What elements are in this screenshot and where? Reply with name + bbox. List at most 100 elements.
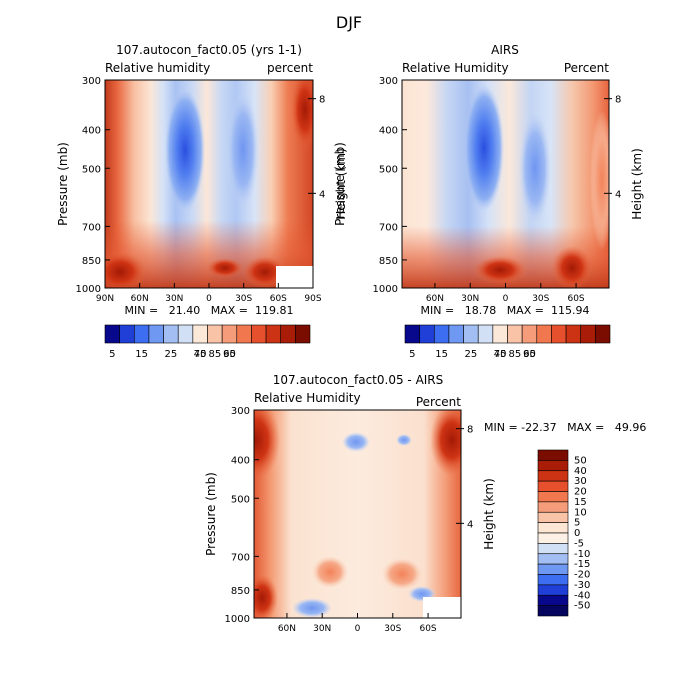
colorbar-swatch	[565, 324, 582, 344]
colorbar-swatch	[537, 470, 569, 482]
colorbar-swatch	[537, 574, 569, 586]
colorbar-label: 85	[208, 349, 221, 360]
panel-diff-y-ticks: 300 400 500 700 850 1000	[225, 406, 259, 625]
y2-tick-label: 4	[319, 189, 325, 200]
colorbar-swatch	[537, 584, 569, 596]
y-tick-label: 400	[379, 126, 398, 137]
colorbar-swatch	[236, 324, 252, 344]
colorbar-swatch	[477, 324, 494, 344]
x-tick-label: 30N	[461, 294, 479, 304]
colorbar-label: 20	[574, 487, 587, 498]
panel-model-x-ticks: 90N 60N 30N 0 30S 60S 90S	[96, 283, 322, 304]
colorbar-label: 5	[409, 349, 415, 360]
colorbar-swatch	[537, 491, 569, 503]
x-tick-label: 60S	[567, 294, 584, 304]
colorbar-label: 95	[523, 349, 536, 360]
x-tick-label: 60N	[131, 294, 149, 304]
panel-diff-field	[254, 410, 461, 618]
x-tick-label: 30S	[532, 294, 549, 304]
panel-model-y-ticks: 300 400 500 700 850 1000	[76, 76, 110, 295]
x-tick-label: 30N	[313, 624, 331, 634]
y-tick-label: 400	[231, 456, 250, 467]
y-tick-label: 700	[82, 222, 101, 233]
colorbar-label: 5	[574, 518, 580, 529]
panel-diff-stats: MIN = -22.37 MAX = 49.96	[484, 421, 646, 434]
colorbar-swatch	[280, 324, 296, 344]
colorbar-label: 40	[194, 349, 207, 360]
x-tick-label: 0	[503, 294, 509, 304]
panel-airs-x-ticks: 60N 30N 0 30S 60S	[426, 283, 585, 304]
colorbar-swatch	[537, 522, 569, 534]
y-tick-label: 1000	[373, 284, 398, 295]
colorbar-swatch	[537, 563, 569, 575]
panel-diff-title: 107.autocon_fact0.05 - AIRS	[273, 373, 444, 387]
y-tick-label: 500	[82, 164, 101, 175]
colorbar-swatch	[537, 594, 569, 606]
x-tick-label: 30S	[384, 624, 401, 634]
panel-diff-subtitle-left: Relative Humidity	[254, 391, 361, 405]
colorbar-label: -20	[574, 570, 590, 581]
colorbar-swatch	[537, 501, 569, 513]
y-tick-label: 500	[231, 494, 250, 505]
y-tick-label: 1000	[76, 284, 101, 295]
panel-airs-subtitle-left: Relative Humidity	[402, 61, 509, 75]
colorbar-swatch	[537, 553, 569, 565]
panel-model-title: 107.autocon_fact0.05 (yrs 1-1)	[116, 43, 302, 57]
panel-model-y2-ticks: 84	[308, 95, 325, 200]
y-tick-label: 700	[231, 552, 250, 563]
colorbar-swatch	[448, 324, 464, 344]
x-tick-label: 30S	[235, 294, 252, 304]
colorbar-swatch	[104, 324, 120, 344]
colorbar-label: 75	[194, 349, 207, 360]
colorbar-swatch	[507, 324, 523, 344]
colorbar-swatch	[537, 480, 569, 492]
colorbar-swatch	[221, 324, 238, 344]
x-tick-label: 90S	[304, 294, 321, 304]
colorbar-swatch	[537, 449, 569, 461]
panel-airs-field	[402, 80, 609, 288]
panel-diff-y2-ticks: 84	[456, 425, 473, 530]
x-tick-label: 60N	[278, 624, 296, 634]
colorbar-swatch	[207, 324, 223, 344]
colorbar-label: -30	[574, 580, 590, 591]
colorbar-label: 40	[494, 349, 507, 360]
colorbar-label: -10	[574, 549, 590, 560]
y-tick-label: 850	[82, 256, 101, 267]
colorbar-swatch	[492, 324, 508, 344]
colorbar-swatch	[537, 543, 569, 555]
colorbar-label: 15	[135, 349, 148, 360]
x-tick-label: 60S	[270, 294, 287, 304]
colorbar-swatch	[537, 511, 569, 523]
y2-tick-label: 4	[467, 519, 473, 530]
y-tick-label: 1000	[225, 614, 250, 625]
figure-title: DJF	[336, 13, 362, 32]
colorbar-swatch	[536, 324, 552, 344]
colorbar-label: 0	[574, 528, 580, 539]
colorbar-swatch	[433, 324, 450, 344]
colorbar-swatch	[404, 324, 420, 344]
y-tick-label: 700	[379, 222, 398, 233]
panel-model-subtitle-right: percent	[267, 61, 313, 75]
colorbar-swatch	[295, 324, 311, 344]
colorbar-swatch	[537, 605, 569, 617]
x-tick-label: 60S	[419, 624, 436, 634]
panel-airs-y2-ticks: 84	[604, 95, 621, 200]
y-tick-label: 850	[379, 256, 398, 267]
x-tick-label: 90N	[96, 294, 114, 304]
colorbar-swatch	[251, 324, 267, 344]
colorbar-label: 75	[494, 349, 507, 360]
panel-model-colorbar: 5 15 25 40 60 75 85 95	[104, 324, 311, 360]
colorbar-swatch	[419, 324, 435, 344]
y-tick-label: 300	[231, 406, 250, 417]
y-tick-label: 850	[231, 586, 250, 597]
colorbar-swatch	[265, 324, 282, 344]
y2-tick-label: 4	[615, 189, 621, 200]
colorbar-label: 40	[574, 466, 587, 477]
panel-diff-x-ticks: 60N 30N 0 30S 60S	[278, 613, 437, 634]
panel-airs-stats: MIN = 18.78 MAX = 115.94	[421, 304, 590, 317]
x-tick-label: 0	[355, 624, 361, 634]
colorbar-label: 5	[109, 349, 115, 360]
x-tick-label: 30N	[165, 294, 183, 304]
colorbar-label: 25	[465, 349, 478, 360]
